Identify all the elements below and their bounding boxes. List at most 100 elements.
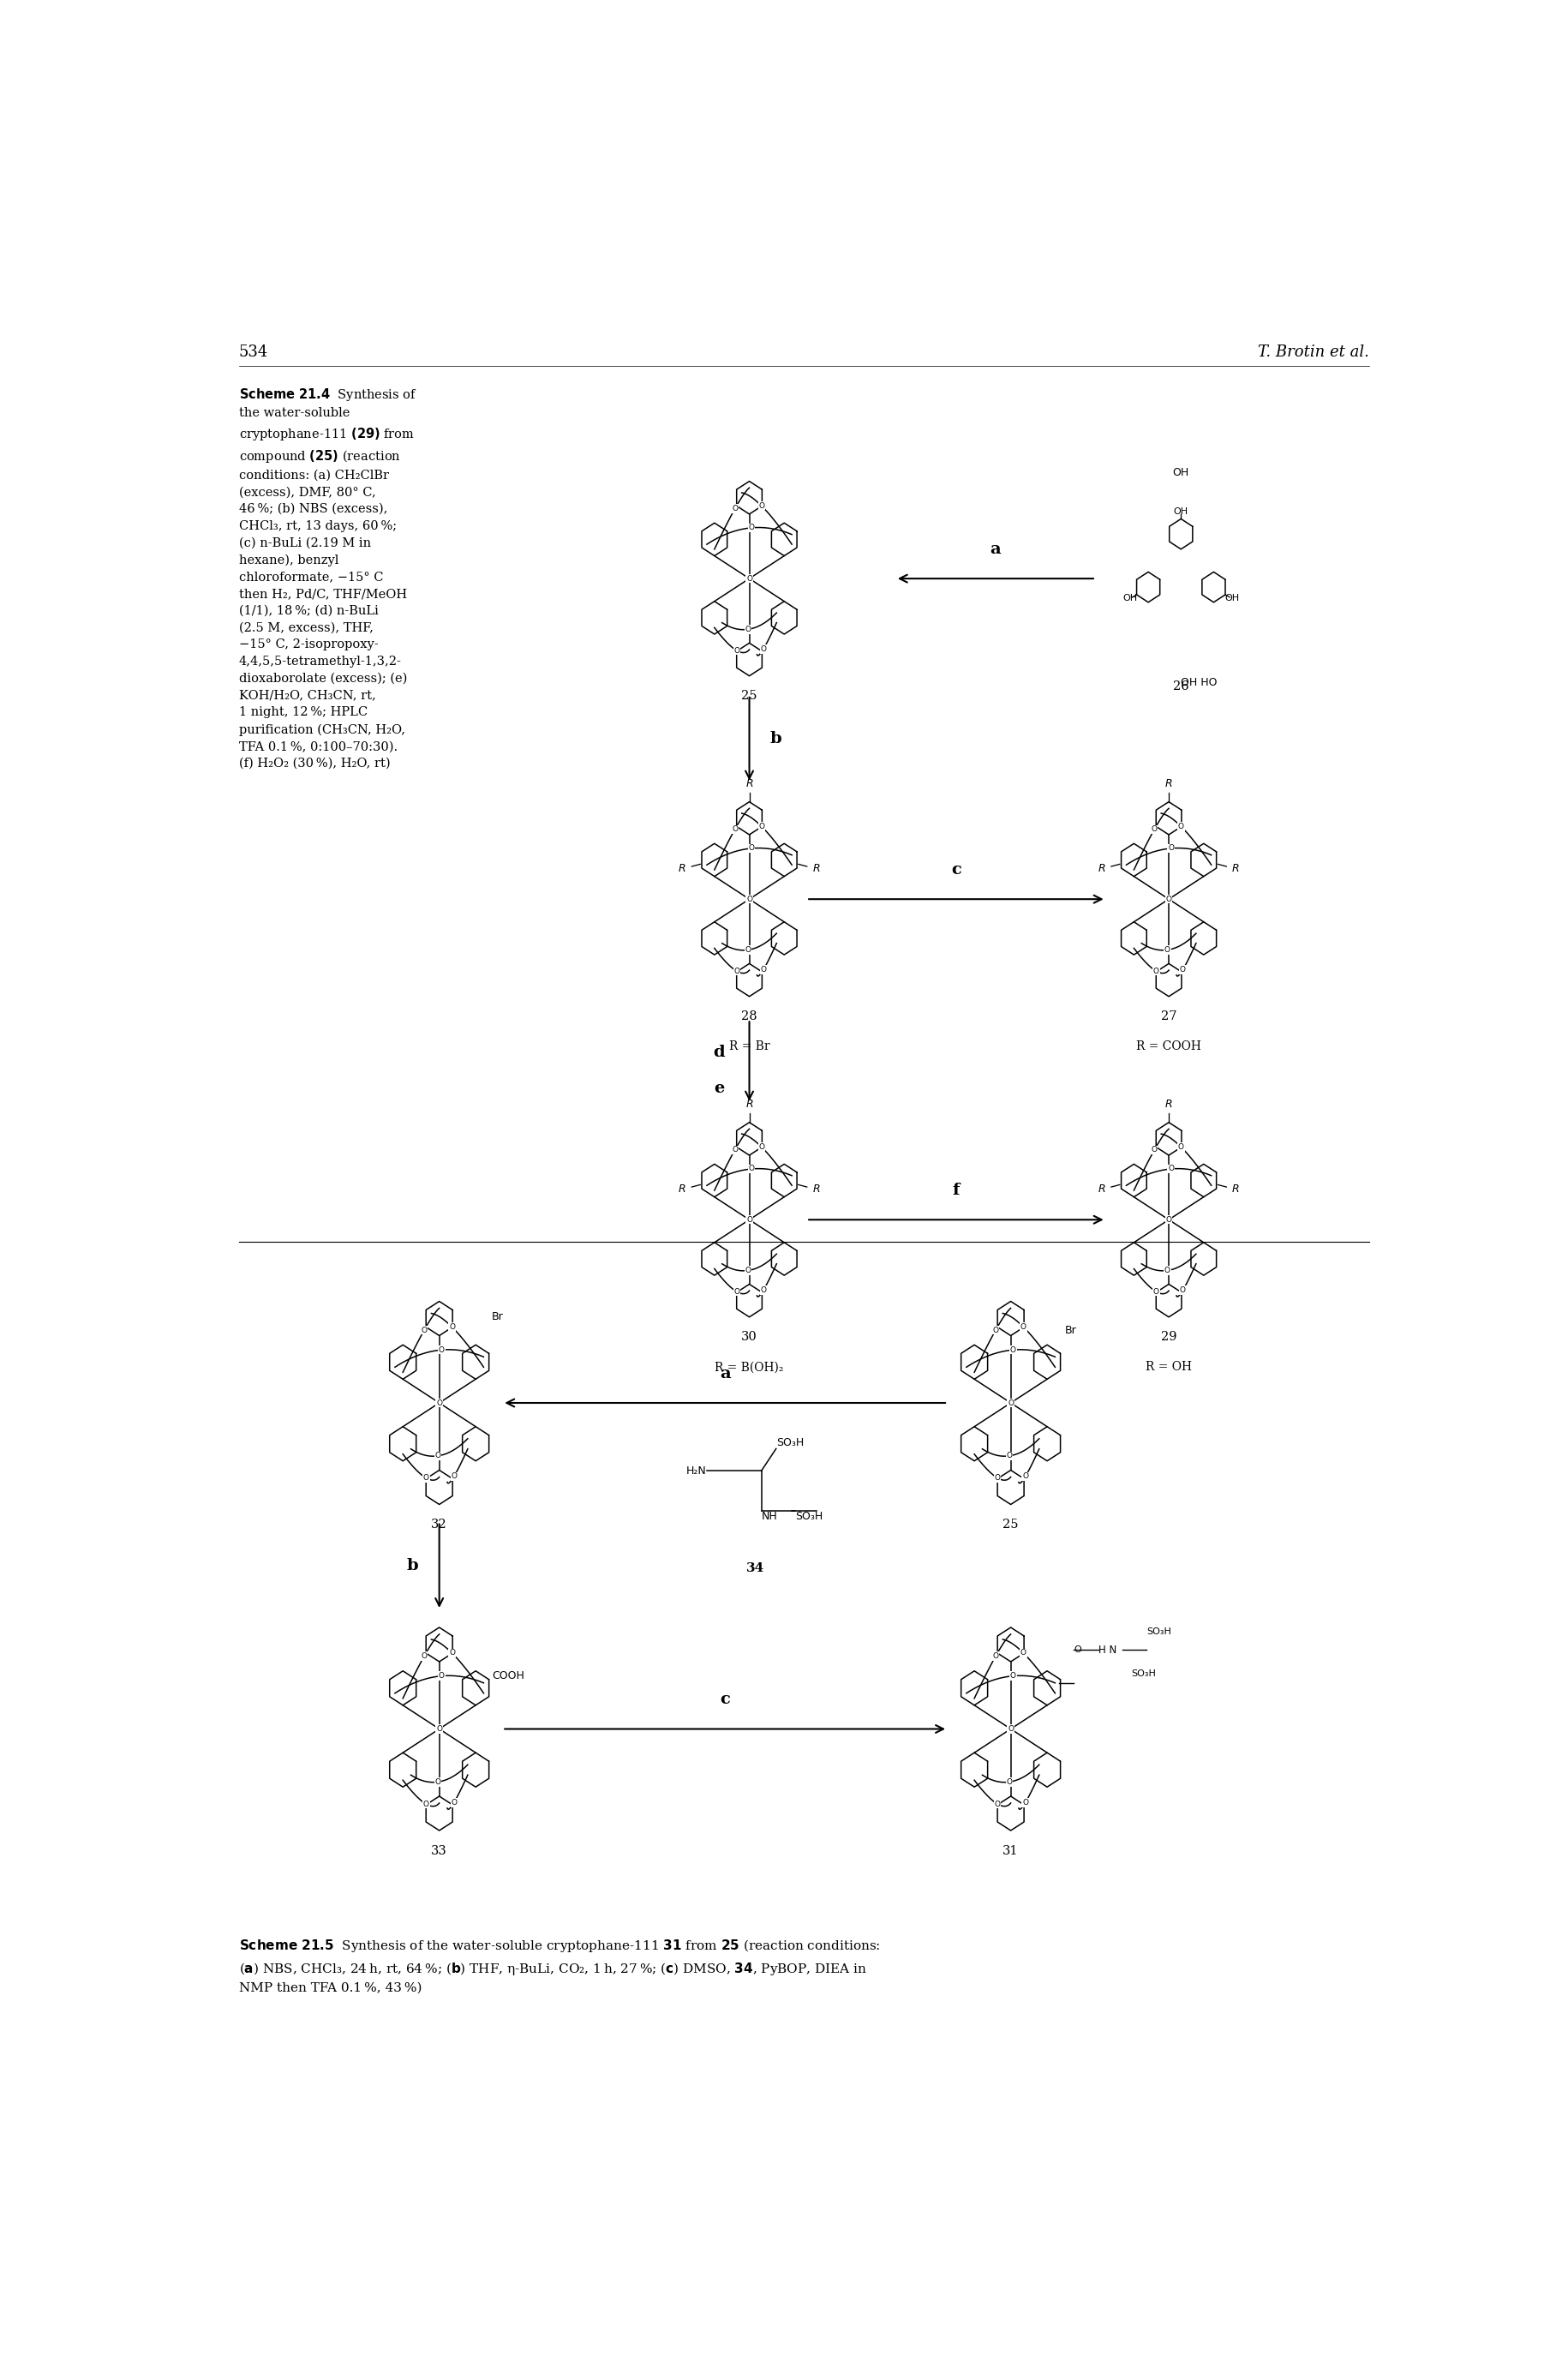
Text: b: b bbox=[770, 730, 781, 747]
Text: O: O bbox=[1005, 1777, 1011, 1787]
Text: O: O bbox=[746, 1216, 753, 1223]
Text: H N: H N bbox=[1098, 1644, 1116, 1656]
Text: O: O bbox=[1022, 1799, 1029, 1806]
Text: O: O bbox=[746, 895, 753, 904]
Text: 28: 28 bbox=[742, 1011, 757, 1023]
Text: O: O bbox=[1007, 1399, 1013, 1406]
Text: O: O bbox=[1168, 1166, 1173, 1173]
Text: O: O bbox=[423, 1475, 430, 1482]
Text: O: O bbox=[734, 647, 740, 654]
Text: O: O bbox=[748, 1166, 754, 1173]
Text: O: O bbox=[748, 523, 754, 531]
Text: SO₃H: SO₃H bbox=[776, 1437, 803, 1449]
Text: 34: 34 bbox=[746, 1563, 764, 1575]
Text: O: O bbox=[450, 1799, 456, 1806]
Text: O: O bbox=[436, 1725, 442, 1732]
Text: H₂N: H₂N bbox=[687, 1465, 707, 1477]
Text: SO₃H: SO₃H bbox=[795, 1511, 823, 1523]
Text: O: O bbox=[734, 968, 740, 975]
Text: T. Brotin et al.: T. Brotin et al. bbox=[1258, 345, 1369, 359]
Text: O: O bbox=[450, 1473, 456, 1480]
Text: OH: OH bbox=[1123, 595, 1137, 602]
Text: R: R bbox=[1098, 1185, 1105, 1194]
Text: Br: Br bbox=[1065, 1325, 1076, 1337]
Text: 26: 26 bbox=[1173, 680, 1189, 692]
Text: O: O bbox=[1073, 1646, 1080, 1653]
Text: a: a bbox=[720, 1366, 731, 1382]
Text: O: O bbox=[734, 1287, 740, 1297]
Text: O: O bbox=[434, 1777, 441, 1787]
Text: O: O bbox=[1165, 1216, 1171, 1223]
Text: O: O bbox=[760, 645, 765, 652]
Text: O: O bbox=[436, 1725, 442, 1732]
Text: O: O bbox=[993, 1325, 999, 1335]
Text: O: O bbox=[994, 1801, 1000, 1808]
Text: R: R bbox=[1231, 1185, 1239, 1194]
Text: f: f bbox=[952, 1182, 960, 1199]
Text: O: O bbox=[757, 502, 764, 509]
Text: 29: 29 bbox=[1160, 1330, 1176, 1342]
Text: O: O bbox=[1178, 823, 1184, 830]
Text: c: c bbox=[950, 861, 961, 878]
Text: R = OH: R = OH bbox=[1145, 1361, 1192, 1373]
Text: O: O bbox=[1010, 1672, 1016, 1680]
Text: O: O bbox=[1019, 1649, 1025, 1656]
Text: O: O bbox=[420, 1653, 426, 1661]
Text: O: O bbox=[745, 626, 751, 633]
Text: O: O bbox=[732, 1147, 737, 1154]
Text: O: O bbox=[748, 845, 754, 852]
Text: O: O bbox=[1165, 895, 1171, 904]
Text: c: c bbox=[720, 1691, 729, 1708]
Text: O: O bbox=[423, 1801, 430, 1808]
Text: O: O bbox=[1022, 1473, 1029, 1480]
Text: 33: 33 bbox=[431, 1846, 447, 1858]
Text: 27: 27 bbox=[1160, 1011, 1176, 1023]
Text: O: O bbox=[1152, 968, 1159, 975]
Text: OH: OH bbox=[1171, 466, 1189, 478]
Text: O: O bbox=[1007, 1725, 1013, 1732]
Text: O: O bbox=[746, 576, 753, 583]
Text: O: O bbox=[1007, 1725, 1013, 1732]
Text: e: e bbox=[713, 1080, 724, 1097]
Text: R: R bbox=[1165, 1099, 1171, 1111]
Text: $\mathbf{Scheme\ 21.4}$  Synthesis of
the water-soluble
cryptophane-111 $\mathbf: $\mathbf{Scheme\ 21.4}$ Synthesis of the… bbox=[238, 385, 417, 771]
Text: O: O bbox=[1151, 826, 1157, 833]
Text: O: O bbox=[746, 1216, 753, 1223]
Text: O: O bbox=[760, 1287, 765, 1294]
Text: O: O bbox=[1005, 1451, 1011, 1461]
Text: R: R bbox=[1098, 864, 1105, 875]
Text: R: R bbox=[1231, 864, 1239, 875]
Text: O: O bbox=[746, 895, 753, 904]
Text: R: R bbox=[745, 778, 753, 790]
Text: COOH: COOH bbox=[491, 1670, 524, 1682]
Text: R = B(OH)₂: R = B(OH)₂ bbox=[715, 1361, 784, 1373]
Text: R = COOH: R = COOH bbox=[1135, 1040, 1201, 1052]
Text: O: O bbox=[420, 1325, 426, 1335]
Text: SO₃H: SO₃H bbox=[1131, 1670, 1156, 1677]
Text: O: O bbox=[745, 947, 751, 954]
Text: O: O bbox=[1178, 1144, 1184, 1151]
Text: O: O bbox=[1163, 947, 1170, 954]
Text: O: O bbox=[1165, 1216, 1171, 1223]
Text: R: R bbox=[812, 1185, 820, 1194]
Text: O: O bbox=[746, 576, 753, 583]
Text: 32: 32 bbox=[431, 1518, 447, 1532]
Text: O: O bbox=[436, 1399, 442, 1406]
Text: d: d bbox=[713, 1044, 724, 1061]
Text: O: O bbox=[439, 1672, 444, 1680]
Text: O: O bbox=[746, 895, 753, 904]
Text: O: O bbox=[1007, 1399, 1013, 1406]
Text: O: O bbox=[1007, 1725, 1013, 1732]
Text: O: O bbox=[1163, 1266, 1170, 1275]
Text: O: O bbox=[1010, 1347, 1016, 1354]
Text: O: O bbox=[746, 576, 753, 583]
Text: O: O bbox=[1152, 1287, 1159, 1297]
Text: R: R bbox=[812, 864, 820, 875]
Text: 25: 25 bbox=[1002, 1518, 1018, 1532]
Text: O: O bbox=[1019, 1323, 1025, 1330]
Text: O: O bbox=[993, 1653, 999, 1661]
Text: O: O bbox=[436, 1725, 442, 1732]
Text: O: O bbox=[439, 1347, 444, 1354]
Text: O: O bbox=[1179, 1287, 1185, 1294]
Text: NH: NH bbox=[760, 1511, 778, 1523]
